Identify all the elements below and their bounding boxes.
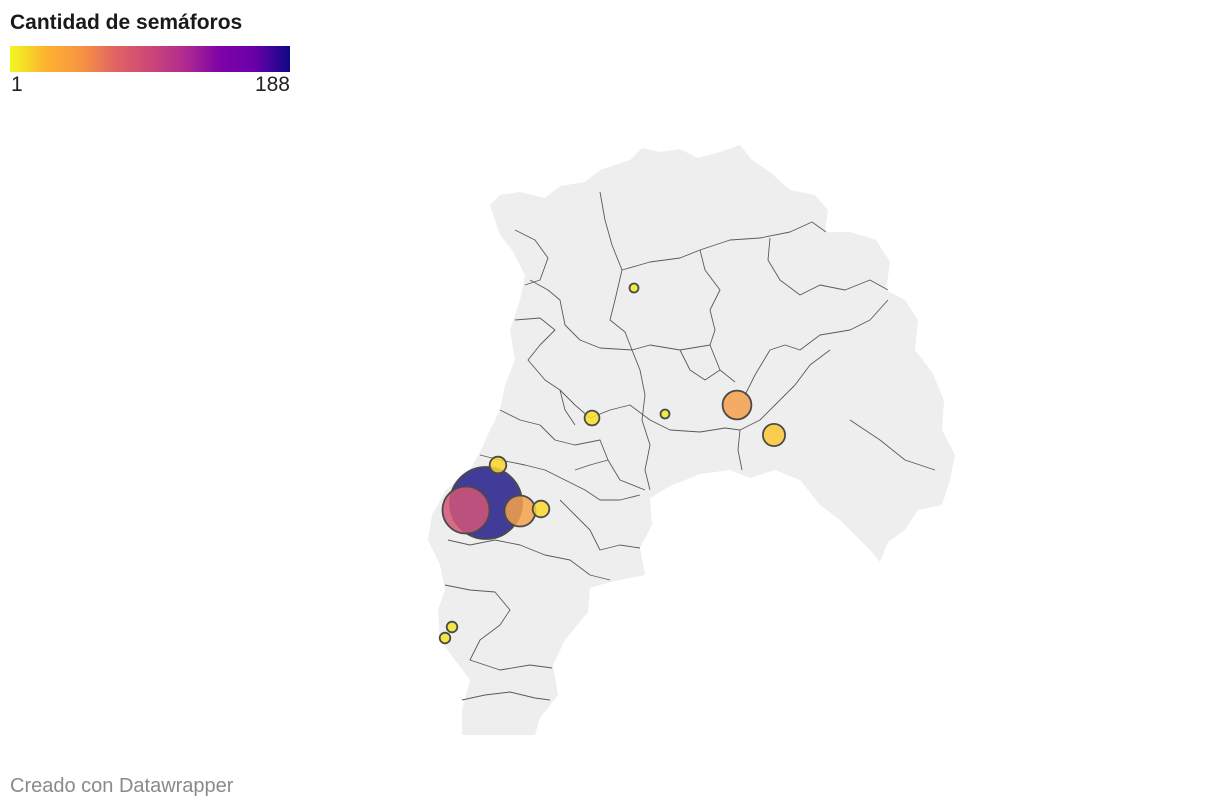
commune-border: [679, 349, 721, 381]
commune-border: [444, 584, 553, 671]
commune-border: [447, 539, 611, 581]
commune-border: [744, 299, 889, 396]
commune-border: [699, 249, 736, 383]
commune-border: [479, 454, 641, 501]
marker-2[interactable]: [441, 485, 491, 535]
marker-4[interactable]: [721, 389, 753, 421]
legend-labels: 1 188: [10, 72, 290, 98]
credit-text: Creado con Datawrapper: [10, 775, 234, 797]
region-land: [428, 145, 955, 735]
marker-5[interactable]: [762, 422, 787, 447]
marker-6[interactable]: [531, 499, 551, 519]
marker-8[interactable]: [583, 409, 601, 427]
commune-border: [849, 419, 936, 471]
commune-border: [514, 229, 549, 286]
marker-9[interactable]: [445, 620, 459, 634]
commune-border: [599, 191, 633, 351]
commune-borders: [444, 191, 936, 701]
legend-min-label: 1: [11, 73, 23, 96]
legend: Cantidad de semáforos 1 188: [10, 8, 292, 98]
commune-border: [499, 409, 646, 491]
legend-title: Cantidad de semáforos: [10, 11, 243, 34]
marker-11[interactable]: [628, 282, 640, 294]
marker-12[interactable]: [659, 408, 671, 420]
region-outline: [428, 145, 955, 735]
commune-border: [461, 691, 551, 701]
markers: [438, 282, 787, 645]
legend-max-label: 188: [254, 73, 290, 96]
marker-7[interactable]: [488, 455, 508, 475]
commune-border: [514, 317, 591, 419]
marker-10[interactable]: [438, 631, 452, 645]
legend-color-scale: [10, 46, 290, 72]
commune-border: [559, 389, 609, 471]
commune-border: [767, 237, 889, 296]
commune-border: [737, 349, 831, 471]
marker-3[interactable]: [503, 494, 537, 528]
commune-border: [631, 349, 651, 491]
commune-border: [589, 404, 741, 433]
commune-border: [559, 499, 641, 551]
commune-border: [621, 221, 827, 271]
commune-border: [529, 279, 711, 351]
